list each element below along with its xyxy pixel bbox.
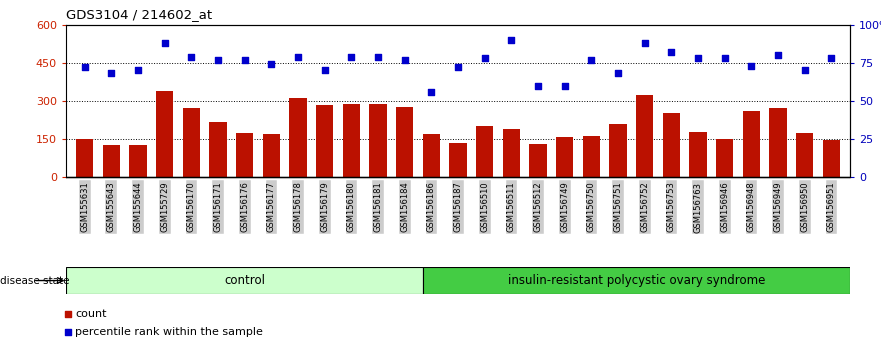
Bar (476, 126, 493, 177)
Text: GSM155729: GSM155729 (160, 182, 169, 232)
Bar (343, 104, 360, 177)
Text: GSM156753: GSM156753 (667, 182, 676, 232)
Point (718, 56, 732, 61)
Text: GSM156946: GSM156946 (721, 182, 729, 232)
Point (238, 57, 252, 63)
Point (104, 71, 118, 76)
Text: GSM156176: GSM156176 (241, 182, 249, 232)
Text: GSM156512: GSM156512 (534, 182, 543, 232)
Point (211, 57, 226, 63)
Point (397, 57, 411, 63)
Point (505, 37, 519, 43)
Point (318, 68, 332, 73)
Point (158, 40, 172, 46)
Text: GSM156752: GSM156752 (640, 182, 649, 232)
Bar (236, 133, 254, 177)
Text: GSM155643: GSM155643 (107, 182, 116, 232)
Text: GSM156749: GSM156749 (560, 182, 569, 232)
Point (638, 40, 652, 46)
Bar (76, 139, 93, 177)
Point (478, 56, 492, 61)
Point (131, 68, 145, 73)
Point (558, 83, 572, 88)
Point (291, 54, 305, 59)
Text: GSM156948: GSM156948 (747, 182, 756, 232)
FancyBboxPatch shape (423, 267, 850, 294)
Point (425, 89, 439, 95)
Point (344, 54, 359, 59)
Bar (423, 135, 440, 177)
Text: GSM156951: GSM156951 (827, 182, 836, 232)
Text: GSM156178: GSM156178 (293, 182, 302, 232)
Text: GSM156170: GSM156170 (187, 182, 196, 232)
Text: control: control (224, 274, 265, 287)
Bar (583, 136, 600, 177)
Point (691, 56, 705, 61)
Bar (182, 108, 200, 177)
Point (584, 57, 598, 63)
Bar (796, 133, 813, 177)
Text: GSM156751: GSM156751 (614, 182, 623, 232)
Text: GSM156187: GSM156187 (454, 182, 463, 232)
Text: GSM156510: GSM156510 (480, 182, 489, 232)
Point (531, 83, 545, 88)
Bar (449, 143, 467, 177)
Text: GSM156750: GSM156750 (587, 182, 596, 232)
Point (744, 63, 759, 69)
Text: percentile rank within the sample: percentile rank within the sample (75, 327, 263, 337)
Text: insulin-resistant polycystic ovary syndrome: insulin-resistant polycystic ovary syndr… (507, 274, 766, 287)
Bar (369, 104, 387, 177)
Text: count: count (75, 309, 107, 319)
Bar (156, 91, 174, 177)
Bar (716, 139, 734, 177)
Bar (663, 113, 680, 177)
Point (451, 64, 465, 70)
Text: GSM156180: GSM156180 (347, 182, 356, 232)
Bar (769, 108, 787, 177)
Point (184, 54, 198, 59)
Text: GSM156177: GSM156177 (267, 182, 276, 232)
Bar (743, 110, 760, 177)
Text: GSM155644: GSM155644 (134, 182, 143, 232)
Bar (529, 143, 547, 177)
Point (371, 54, 385, 59)
Bar (690, 132, 707, 177)
Text: GSM156184: GSM156184 (400, 182, 410, 232)
Text: GSM156186: GSM156186 (427, 182, 436, 232)
Text: GSM156950: GSM156950 (800, 182, 810, 232)
Bar (503, 129, 520, 177)
Bar (210, 122, 226, 177)
FancyBboxPatch shape (66, 267, 423, 294)
Text: GSM156763: GSM156763 (693, 182, 703, 233)
Text: GSM156949: GSM156949 (774, 182, 782, 232)
Point (264, 62, 278, 67)
Bar (290, 98, 307, 177)
Text: GSM156181: GSM156181 (374, 182, 382, 232)
Text: GSM155631: GSM155631 (80, 182, 89, 232)
Bar (556, 137, 574, 177)
Text: GSM156179: GSM156179 (321, 182, 329, 232)
Bar (636, 95, 654, 177)
Text: GSM156511: GSM156511 (507, 182, 516, 232)
Bar (823, 140, 840, 177)
Point (251, 87, 265, 93)
Bar (130, 144, 147, 177)
Point (251, 249, 265, 254)
Point (78, 64, 92, 70)
Text: GSM156171: GSM156171 (213, 182, 223, 232)
Point (611, 71, 626, 76)
Point (771, 52, 785, 58)
Bar (610, 124, 626, 177)
Text: disease state: disease state (0, 275, 70, 286)
Point (664, 49, 678, 55)
Point (798, 68, 812, 73)
Bar (396, 107, 413, 177)
Point (825, 56, 839, 61)
Bar (103, 144, 120, 177)
Bar (263, 135, 280, 177)
Text: GDS3104 / 214602_at: GDS3104 / 214602_at (66, 8, 212, 21)
Bar (316, 105, 333, 177)
